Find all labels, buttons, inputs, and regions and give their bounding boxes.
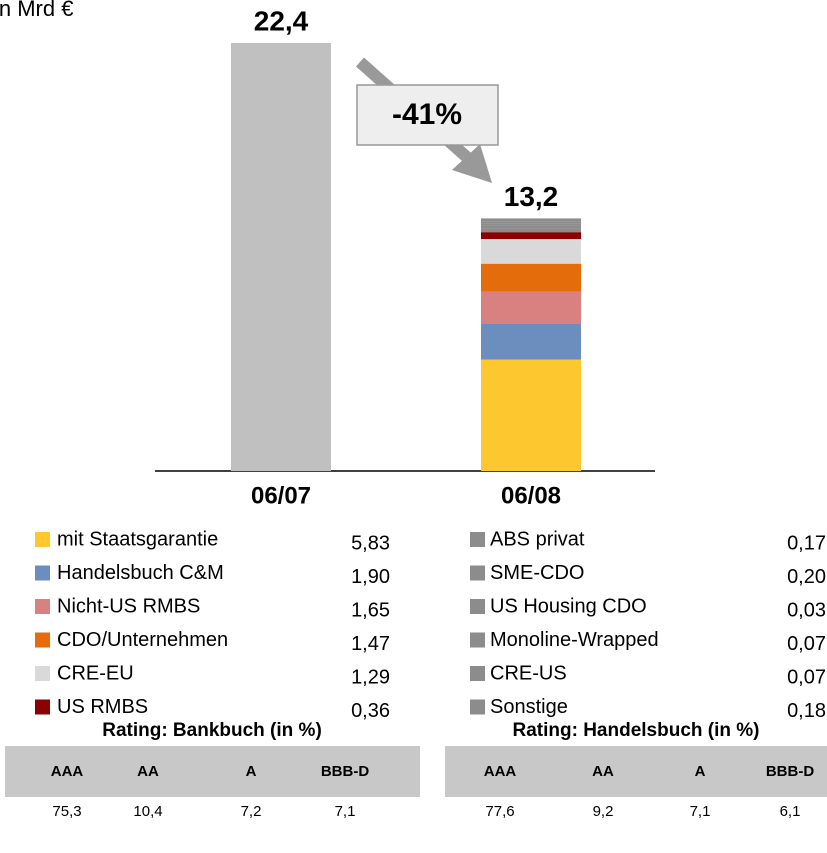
table-header: AAA: [51, 763, 84, 780]
legend-swatch: [35, 632, 50, 648]
bar-segment: [481, 225, 581, 229]
bar-segment: [481, 263, 581, 292]
table-cell: 7,1: [335, 803, 356, 820]
table-cell: 75,3: [52, 803, 81, 820]
legend-swatch: [35, 699, 50, 715]
legend-swatch: [35, 532, 50, 547]
table-cell: 9,2: [593, 803, 614, 820]
table-header: AA: [592, 763, 614, 780]
legend-swatch: [470, 699, 485, 715]
legend-label: ABS privat: [490, 528, 585, 550]
table-header: A: [695, 763, 706, 780]
legend-label: CRE-EU: [57, 662, 134, 684]
unit-label: in Mrd €: [0, 0, 73, 21]
legend-label: Monoline-Wrapped: [490, 629, 659, 651]
legend-value: 1,90: [351, 566, 390, 588]
table-cell: 6,1: [780, 803, 801, 820]
total-label: 13,2: [504, 181, 559, 212]
legend-swatch: [470, 599, 485, 614]
table-header: BBB-D: [321, 763, 369, 780]
legend-value: 0,07: [787, 633, 826, 655]
table-title: Rating: Bankbuch (in %): [102, 720, 322, 741]
table-header: BBB-D: [766, 763, 814, 780]
bar-segment: [481, 228, 581, 233]
legend-value: 0,03: [787, 599, 826, 621]
table-cell: 77,6: [485, 803, 514, 820]
legend-value: 0,07: [787, 666, 826, 688]
table-header-bg: [5, 746, 420, 797]
table-cell: 7,2: [241, 803, 262, 820]
annotation: -41%: [392, 98, 462, 131]
legend-value: 0,18: [787, 700, 826, 722]
table-cell: 10,4: [133, 803, 162, 820]
legend-swatch: [470, 565, 485, 581]
legend-label: US RMBS: [57, 696, 148, 718]
legend-value: 1,29: [351, 666, 390, 688]
bar-segment: [481, 359, 581, 471]
legend-label: mit Staatsgarantie: [57, 528, 218, 550]
bar-segment: [481, 323, 581, 360]
annotation-arrow: [356, 57, 499, 183]
legend-label: Handelsbuch C&M: [57, 562, 224, 584]
legend-label: CDO/Unternehmen: [57, 629, 228, 651]
table-title: Rating: Handelsbuch (in %): [513, 720, 760, 741]
total-label: 22,4: [254, 5, 309, 36]
bar-segment: [481, 239, 581, 264]
bar-segment: [481, 218, 581, 222]
legend-value: 0,20: [787, 566, 826, 588]
legend-swatch: [470, 532, 485, 547]
bar-segment: [481, 221, 581, 224]
bar-segment: [481, 291, 581, 324]
x-tick-label: 06/07: [251, 482, 311, 509]
legend-label: Nicht-US RMBS: [57, 595, 200, 617]
legend-label: CRE-US: [490, 662, 567, 684]
bar-segment: [481, 224, 581, 226]
legend-swatch: [35, 666, 50, 681]
legend-label: US Housing CDO: [490, 595, 647, 617]
legend-swatch: [470, 632, 485, 648]
x-tick-label: 06/08: [501, 482, 561, 509]
table-header: AAA: [484, 763, 517, 780]
legend-swatch: [470, 666, 485, 681]
table-header: AA: [137, 763, 159, 780]
table-header: A: [246, 763, 257, 780]
bar-segment: [481, 232, 581, 240]
legend-label: Sonstige: [490, 696, 568, 718]
bar: [231, 43, 331, 471]
legend-value: 1,65: [351, 599, 390, 621]
table-cell: 7,1: [690, 803, 711, 820]
legend-swatch: [35, 565, 50, 581]
table-header-bg: [445, 746, 827, 797]
legend-swatch: [35, 599, 50, 614]
legend-label: SME-CDO: [490, 562, 584, 584]
legend-value: 0,17: [787, 532, 826, 554]
legend-value: 5,83: [351, 532, 390, 554]
legend-value: 0,36: [351, 700, 390, 722]
legend-value: 1,47: [351, 633, 390, 655]
bar-segment: [481, 223, 581, 225]
